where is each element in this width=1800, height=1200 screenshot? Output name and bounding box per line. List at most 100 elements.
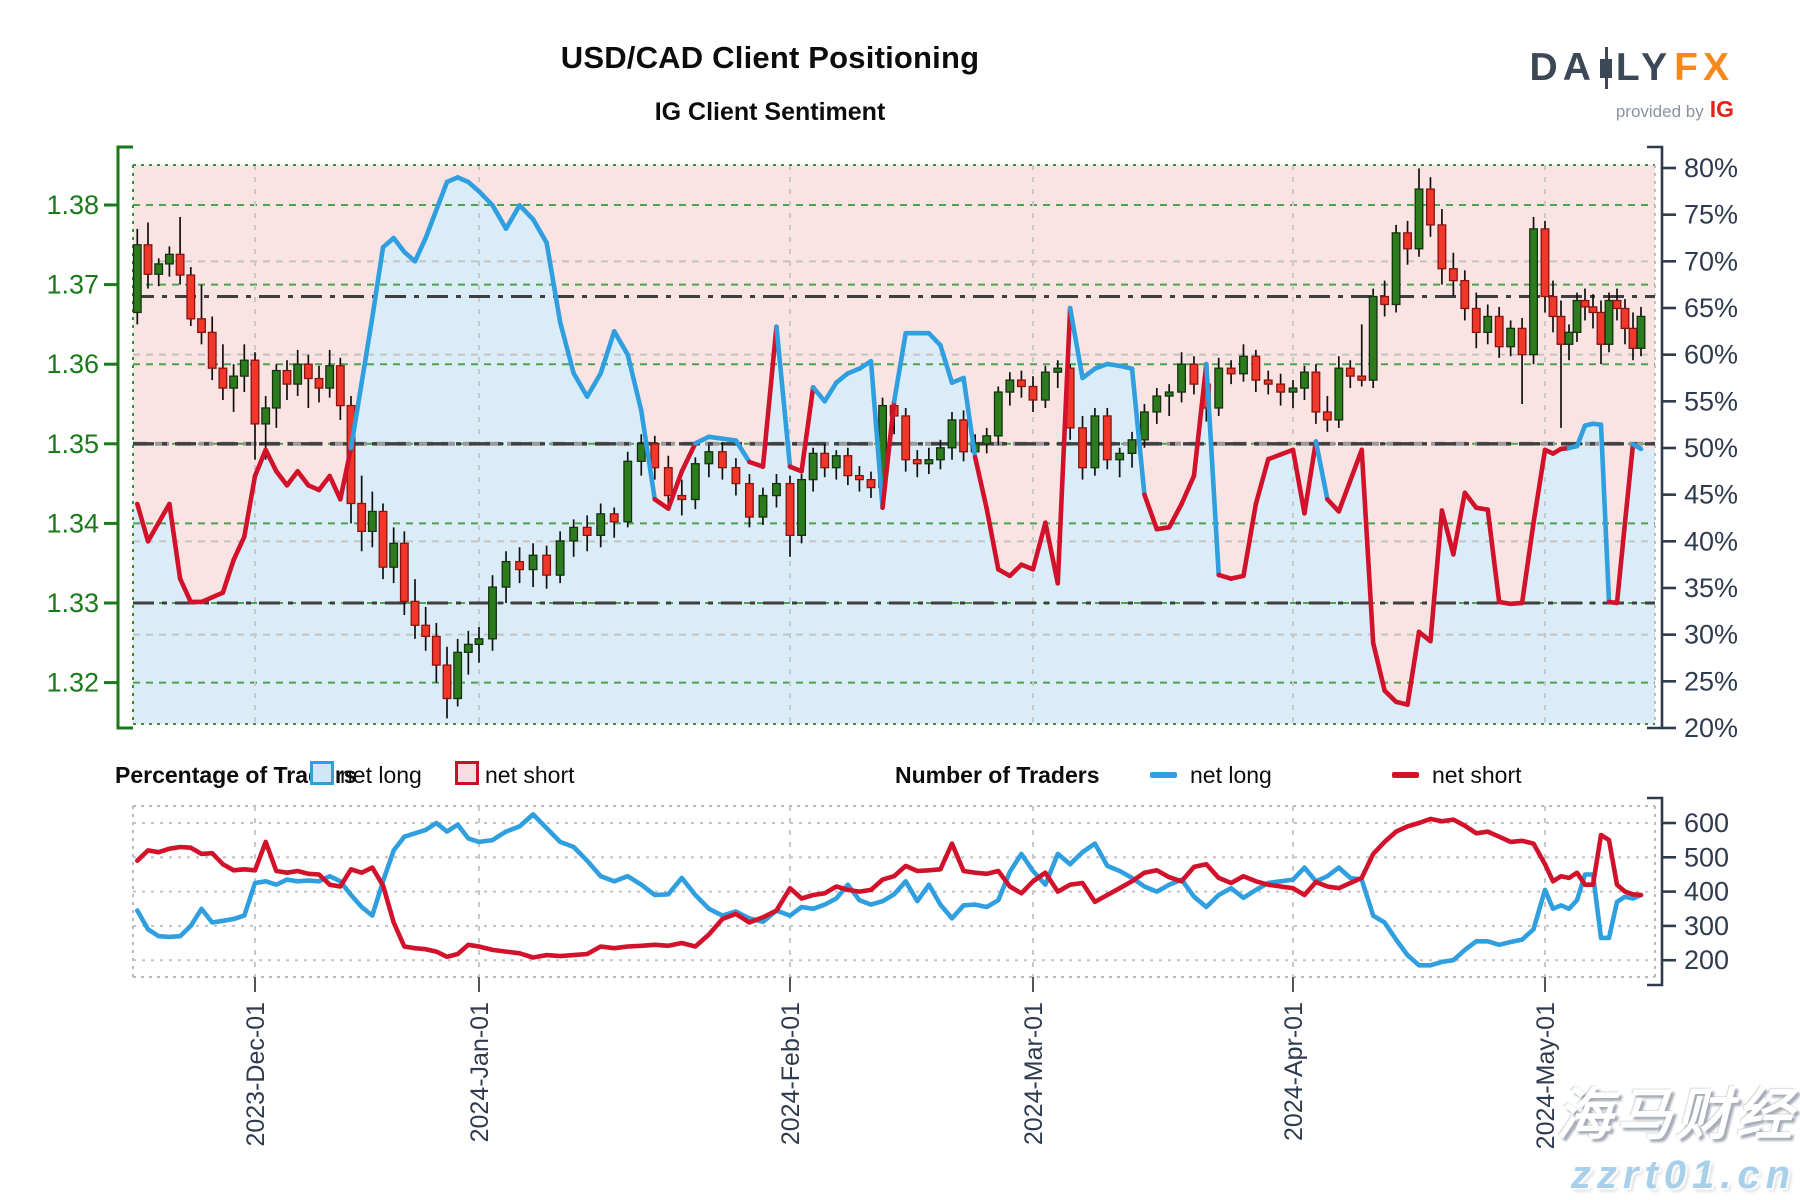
- candle-down: [1471, 307, 1481, 334]
- sentiment-segment: [490, 203, 509, 231]
- sentiment-segment: [666, 469, 685, 511]
- candle-up: [1564, 331, 1574, 345]
- sentiment-segment: [822, 380, 839, 404]
- candle-up: [1391, 232, 1401, 306]
- sentiment-segment: [611, 329, 631, 357]
- sentiment-segment: [1598, 422, 1612, 605]
- sentiment-segment: [833, 371, 851, 385]
- candle-down: [218, 367, 228, 389]
- candle-down: [854, 474, 864, 481]
- fill-above-pink: [133, 165, 1655, 705]
- axes: 1.38 1.37 1.36 1.35 1.34 1.33 1.32 80% 75% 70% 65%…: [46, 145, 1738, 743]
- candle-down: [197, 318, 206, 334]
- traders-axis-label: 400: [1684, 877, 1729, 907]
- percent-axis-label: 65%: [1684, 293, 1738, 323]
- candle-down: [175, 253, 185, 276]
- provided-by: provided by IG: [1615, 96, 1734, 122]
- percent-axis-label: 30%: [1684, 620, 1738, 650]
- candle-down: [250, 359, 260, 425]
- candle-down: [1263, 379, 1273, 385]
- sentiment-segment: [434, 179, 450, 213]
- sentiment-segment: [242, 473, 258, 539]
- sentiment-segment: [1614, 520, 1628, 606]
- candle-up: [772, 482, 781, 497]
- sentiment-segment: [1067, 305, 1085, 381]
- candle-down: [1448, 268, 1458, 282]
- candle-up: [1636, 315, 1646, 349]
- candle-down: [820, 452, 830, 469]
- candle-down: [442, 664, 452, 700]
- candle-up: [1334, 367, 1344, 421]
- sentiment-segment: [167, 501, 183, 581]
- candle-down: [1078, 427, 1087, 469]
- sentiment-segment: [880, 399, 897, 511]
- traders-axis-label: 600: [1684, 808, 1729, 838]
- candle-up: [1090, 415, 1100, 469]
- price-axis-label: 1.37: [46, 270, 99, 300]
- sentiment-segment: [1191, 361, 1209, 479]
- sentiment-segment: [274, 469, 290, 488]
- sentiment-line: [135, 175, 1644, 707]
- sentiment-segment: [1462, 490, 1479, 511]
- percent-axis-spine: [1647, 145, 1664, 730]
- candle-down: [1548, 295, 1558, 318]
- price-axis-label: 1.33: [46, 588, 99, 618]
- candle-up: [808, 452, 818, 481]
- sentiment-segment: [1451, 490, 1468, 557]
- sentiment-segment: [1519, 520, 1536, 606]
- sentiment-segment: [1382, 688, 1399, 705]
- candle-down: [1460, 279, 1470, 310]
- candle-up: [947, 419, 957, 449]
- sentiment-segment: [1313, 439, 1330, 502]
- candle-up: [1040, 371, 1050, 401]
- date-label: 2024-Apr-01: [1280, 1002, 1308, 1141]
- sentiment-segment: [1055, 305, 1073, 586]
- candle-down: [1403, 232, 1412, 250]
- sentiment-segment: [503, 203, 522, 231]
- date-label: 2024-Feb-01: [777, 1002, 805, 1145]
- sentiment-segment: [774, 324, 793, 469]
- date-label: 2024-Mar-01: [1020, 1002, 1048, 1145]
- sentiment-segment: [584, 371, 603, 399]
- percent-axis-label: 75%: [1684, 200, 1738, 230]
- sentiment-segment: [327, 473, 343, 502]
- candle-up: [528, 554, 538, 571]
- price-axis-label: 1.34: [46, 508, 99, 538]
- candle-up: [389, 542, 399, 568]
- candle-down: [1028, 385, 1038, 401]
- sentiment-segment: [423, 207, 439, 241]
- candle-down: [282, 369, 292, 385]
- sentiment-segment: [557, 319, 576, 376]
- sentiment-segment: [252, 447, 268, 479]
- sentiment-segment: [891, 330, 909, 404]
- candle-up: [1288, 387, 1298, 393]
- dailyfx-logo: DA LY FX provided by IG: [1530, 46, 1734, 123]
- sentiment-segment: [177, 576, 194, 605]
- sentiment-segment: [1241, 501, 1259, 579]
- percent-axis-label: 60%: [1684, 340, 1738, 370]
- candle-down: [1251, 355, 1261, 381]
- sentiment-segment: [338, 445, 354, 502]
- candle-up: [935, 447, 945, 461]
- watermark-line1: 海马财经: [1556, 1083, 1796, 1146]
- candle-down: [1556, 315, 1566, 345]
- sentiment-segment: [652, 497, 671, 511]
- traders-net-long-line: [135, 812, 1644, 968]
- page-title: USD/CAD Client Positioning: [560, 40, 980, 75]
- sentiment-segment: [926, 330, 943, 348]
- candle-down: [1628, 327, 1638, 349]
- percent-axis-label: 50%: [1684, 433, 1738, 463]
- sentiment-segment: [145, 520, 161, 544]
- sentiment-segment: [1428, 508, 1445, 644]
- sentiment-segment: [760, 324, 779, 469]
- percent-axis-label: 25%: [1684, 666, 1738, 696]
- sentiment-segment: [231, 534, 247, 563]
- candle-down: [515, 560, 525, 571]
- candle-down: [1580, 299, 1590, 308]
- sentiment-segment: [348, 380, 364, 451]
- sentiment-segment: [1574, 423, 1588, 449]
- sentiment-segment: [1129, 366, 1147, 497]
- candle-down: [912, 459, 922, 465]
- candle-up: [1177, 363, 1187, 393]
